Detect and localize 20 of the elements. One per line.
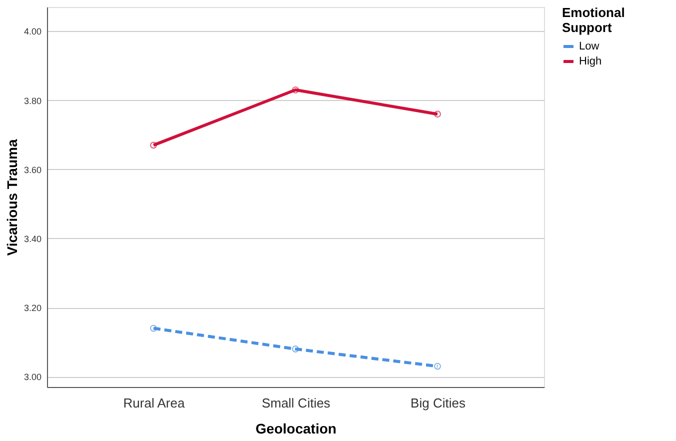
x-tick-label: Big Cities (410, 396, 466, 410)
y-tick-label: 3.60 (24, 164, 42, 175)
x-tick-label: Rural Area (123, 396, 186, 410)
y-tick-label: 3.40 (24, 234, 42, 244)
x-tick-label: Small Cities (262, 396, 331, 410)
y-tick-label: 3.00 (24, 372, 42, 382)
legend-label: Low (579, 40, 600, 52)
y-axis-title: Vicarious Trauma (4, 139, 20, 256)
point (292, 86, 299, 94)
y-tick-label: 3.20 (24, 303, 42, 314)
point (150, 142, 157, 149)
legend-title: Emotional Support (562, 5, 625, 35)
x-axis-title: Geolocation (256, 420, 336, 436)
y-tick-label: 3.80 (24, 96, 42, 106)
point (434, 110, 441, 118)
point (150, 324, 157, 332)
legend-label: High (579, 56, 602, 68)
point (292, 346, 299, 352)
y-tick-label: 4.00 (24, 26, 42, 37)
point (434, 362, 441, 370)
